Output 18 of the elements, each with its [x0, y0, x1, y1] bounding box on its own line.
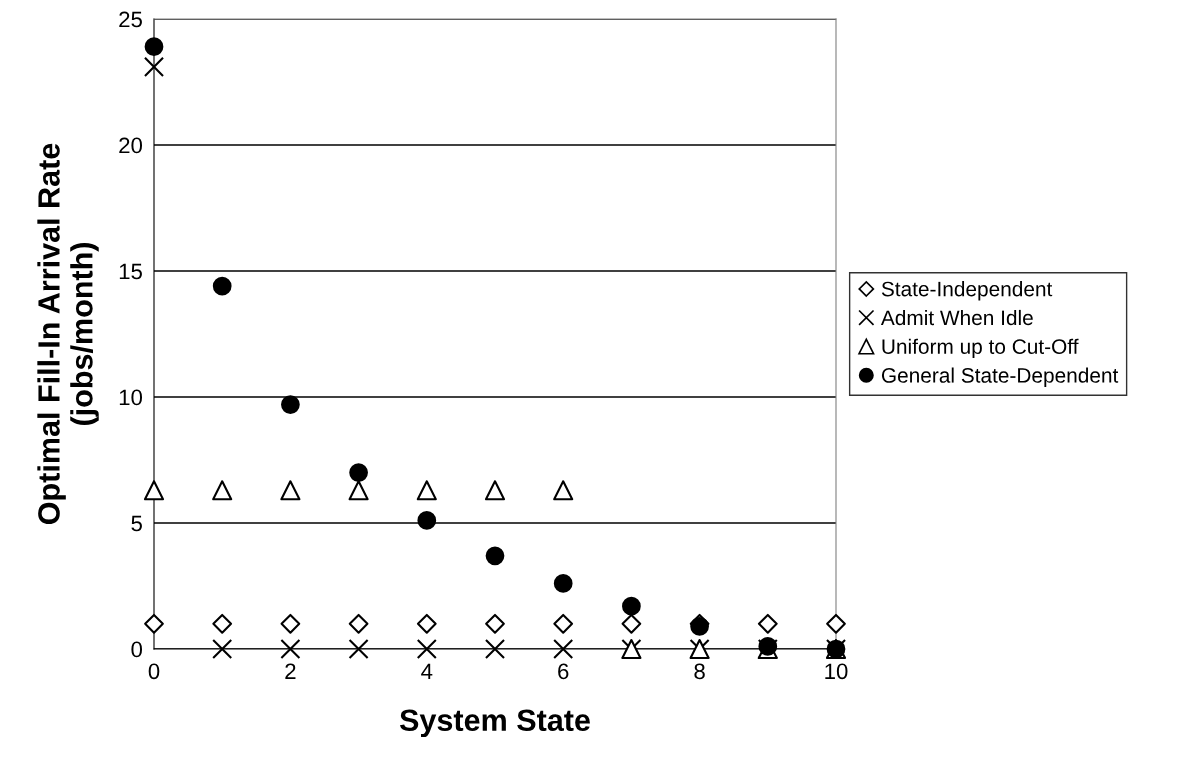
y-tick-label: 20 — [119, 137, 143, 154]
legend-label: Uniform up to Cut-Off — [882, 338, 1079, 359]
x-tick-label: 6 — [558, 663, 569, 680]
x-tick-label: 10 — [825, 663, 848, 680]
x-tick-label: 4 — [421, 663, 433, 679]
y-tick-label: 15 — [119, 263, 142, 280]
y-axis-title: Optimal Fill-In Arrival Rate (jobs/month) — [37, 143, 99, 525]
y-tick-label: 25 — [119, 11, 142, 28]
x-tick-label: 0 — [148, 663, 160, 680]
y-tick-label: 10 — [119, 389, 143, 406]
legend-label: General State-Dependent — [881, 367, 1119, 387]
x-tick-label: 8 — [694, 663, 705, 680]
x-axis-title: System State — [399, 709, 590, 738]
x-tick-label: 2 — [285, 663, 296, 679]
y-tick-label: 5 — [131, 515, 142, 532]
legend-label: State-Independent — [881, 281, 1053, 301]
legend-label: Admit When Idle — [880, 309, 1033, 326]
y-tick-label: 0 — [131, 641, 143, 658]
